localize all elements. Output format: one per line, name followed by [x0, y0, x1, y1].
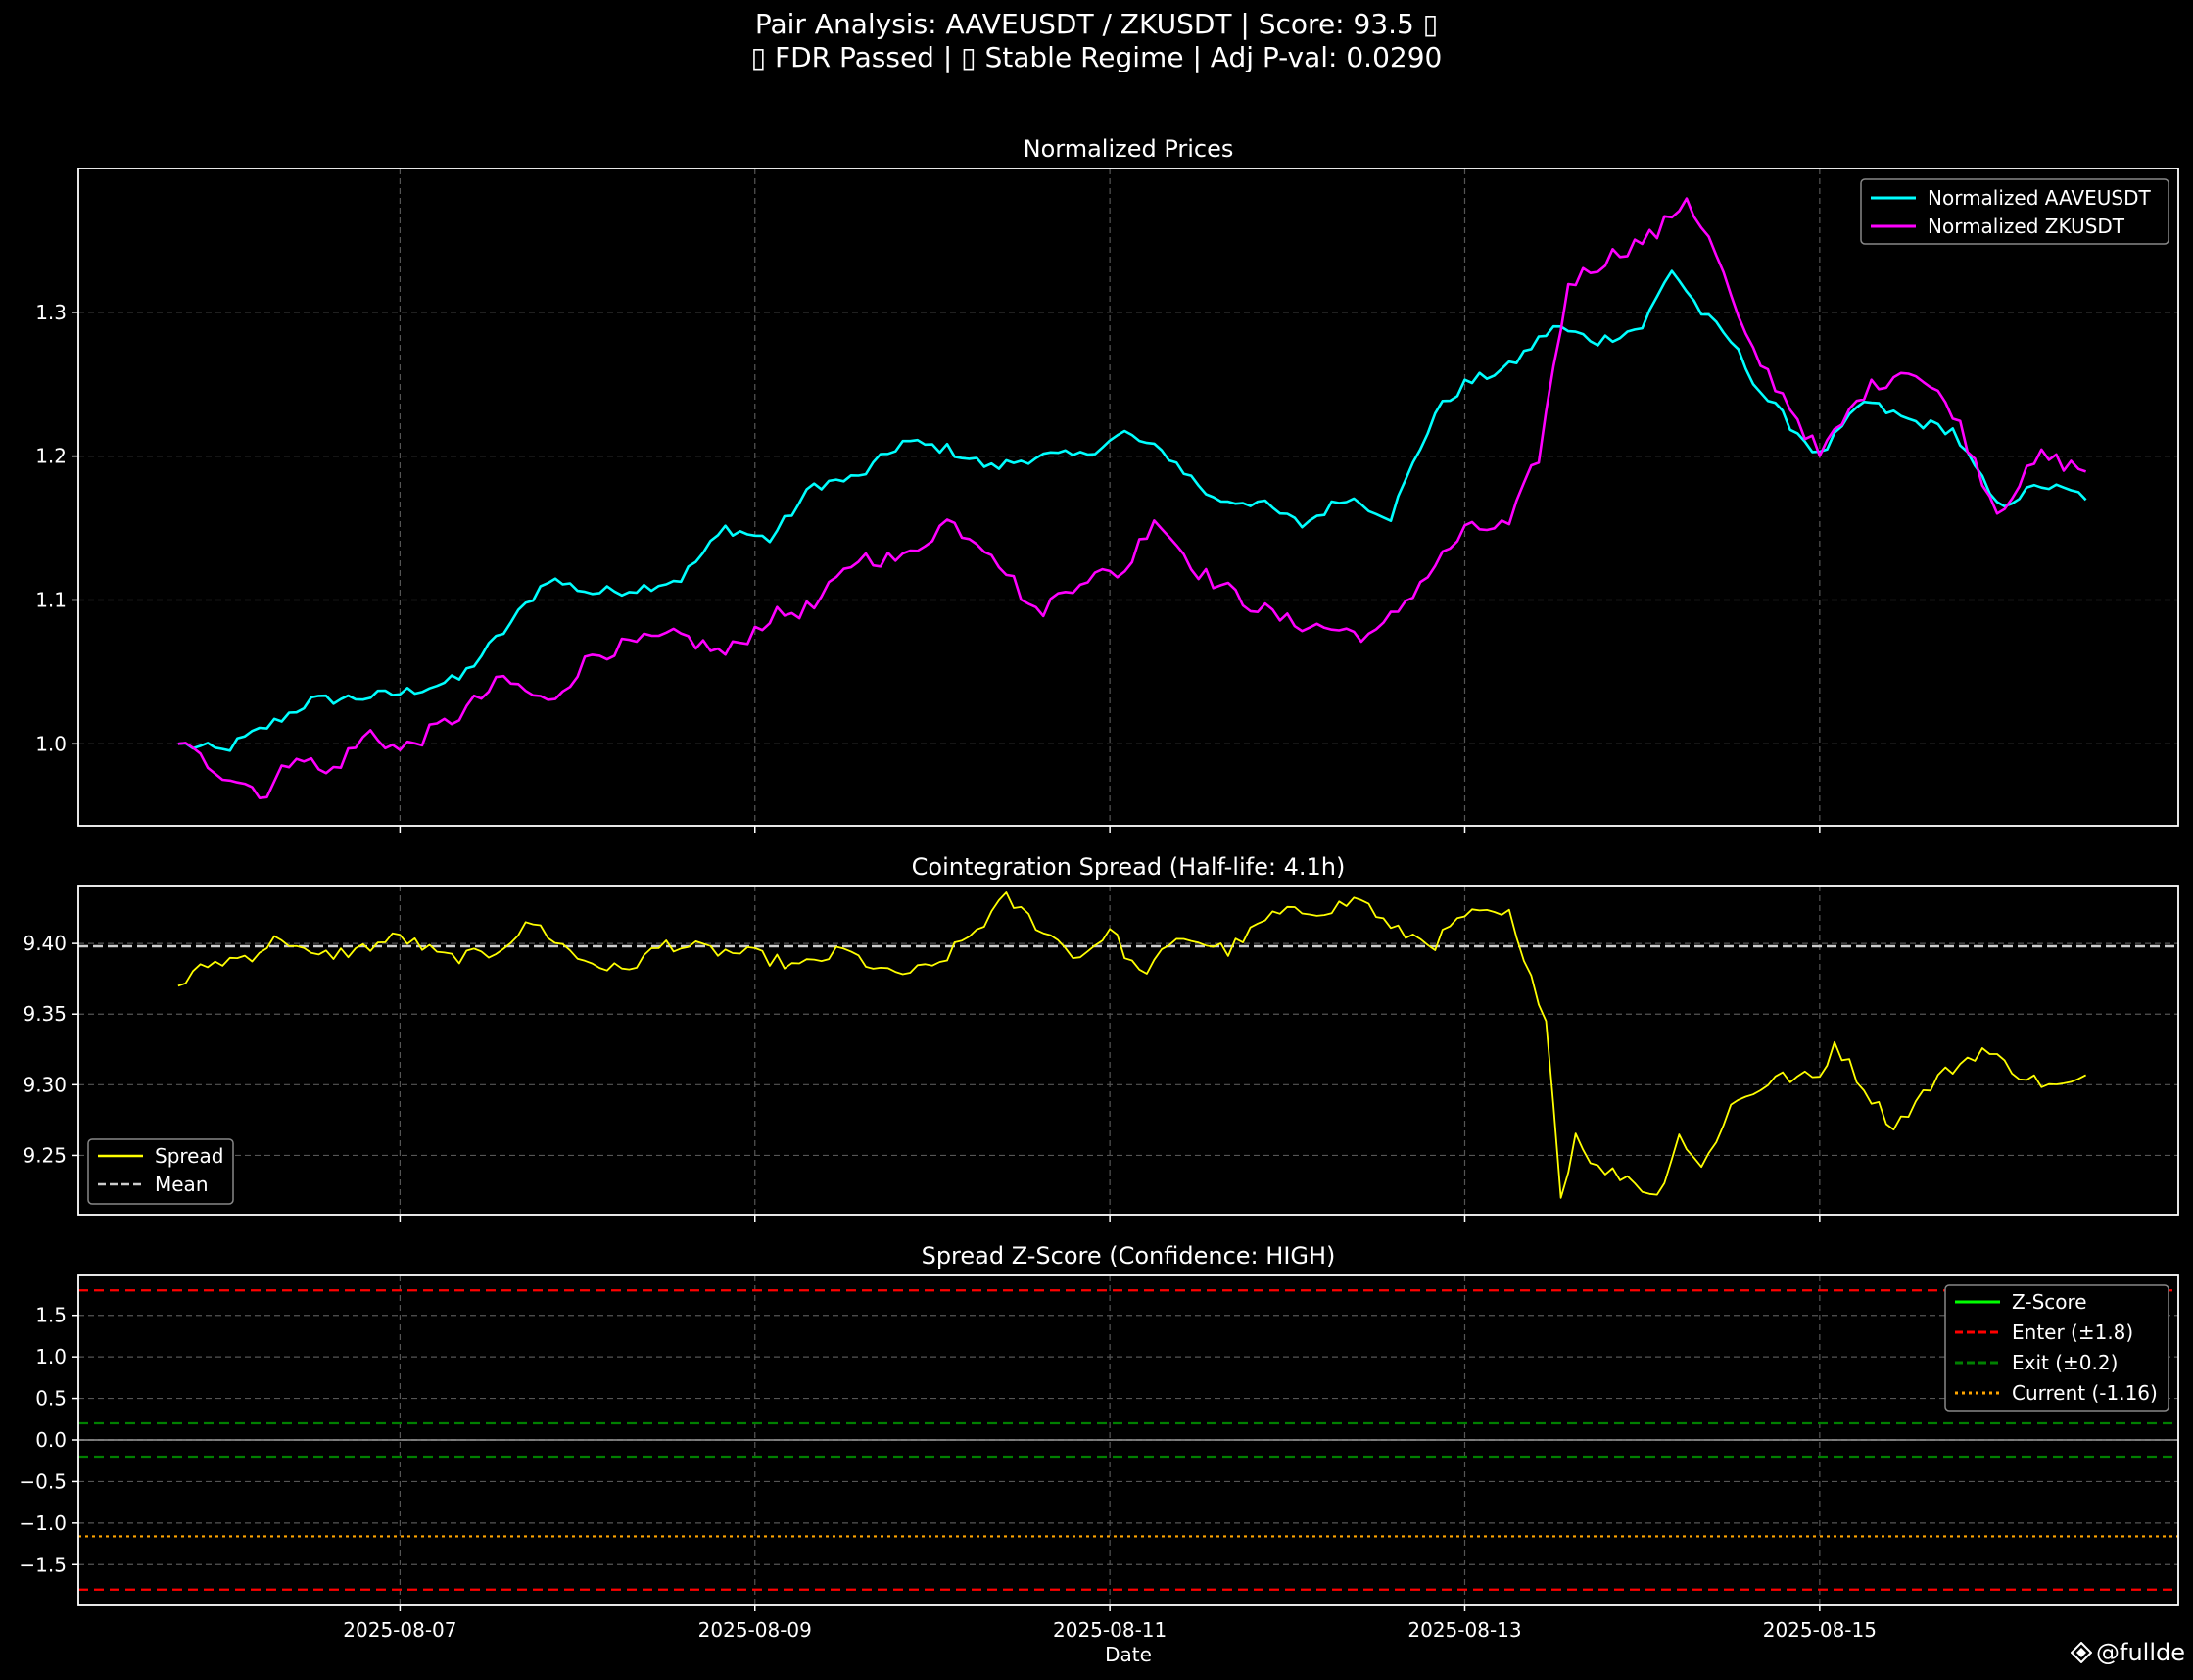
y-tick-label: 9.30: [23, 1073, 67, 1096]
axes-frame: [77, 1274, 2179, 1606]
legend-label: Normalized ZKUSDT: [1928, 215, 2125, 238]
x-tick-label: 2025-08-13: [1407, 1618, 1521, 1642]
panel-title: Normalized Prices: [1024, 135, 1234, 163]
legend-label: Exit (±0.2): [2012, 1351, 2118, 1374]
y-tick-label: 1.3: [35, 301, 67, 324]
legend-label: Current (-1.16): [2012, 1381, 2158, 1405]
figure-title-line-2: ▯ FDR Passed | ▯ Stable Regime | Adj P-v…: [750, 41, 1443, 73]
legend-box: [1860, 178, 2169, 245]
y-tick-label: 0.5: [35, 1387, 67, 1411]
x-tick-label: 2025-08-11: [1053, 1618, 1167, 1642]
x-tick-label: 2025-08-15: [1763, 1618, 1877, 1642]
y-tick-label: 0.0: [35, 1428, 67, 1452]
legend: Spread Mean: [87, 1138, 234, 1205]
panel-2: Cointegration Spread (Half-life: 4.1h) 9.…: [23, 853, 2179, 1222]
panel-3: Spread Z-Score (Confidence: HIGH) −1.5 −1.…: [19, 1242, 2179, 1666]
legend-box: [1944, 1284, 2169, 1412]
panel-1: Normalized Prices 1.0 1.1 1.2 1.3 Normalized …: [35, 135, 2179, 833]
y-tick-label: 1.1: [35, 588, 67, 611]
series-line-zkusdt: [177, 197, 2087, 799]
figure-title-line-1: Pair Analysis: AAVEUSDT / ZKUSDT | Score…: [754, 8, 1439, 40]
y-tick-label: 1.0: [35, 1345, 67, 1368]
spread-line: [177, 891, 2087, 1199]
diamond-logo-icon: [2071, 1642, 2092, 1663]
y-tick-label: 9.25: [23, 1143, 67, 1167]
series-line-aaveusdt: [177, 269, 2087, 752]
y-tick-label: 1.0: [35, 732, 67, 755]
legend-label: Enter (±1.8): [2012, 1320, 2133, 1344]
legend-label: Spread: [155, 1144, 223, 1168]
panel-title: Cointegration Spread (Half-life: 4.1h): [912, 853, 1346, 881]
legend-label: Z-Score: [2012, 1290, 2087, 1314]
y-tick-label: 9.40: [23, 932, 67, 955]
watermark-text: @fullde: [2096, 1639, 2185, 1666]
panel-title: Spread Z-Score (Confidence: HIGH): [922, 1242, 1336, 1270]
y-tick-label: 1.2: [35, 445, 67, 468]
axes-frame: [77, 885, 2179, 1216]
legend: Z-Score Enter (±1.8) Exit (±0.2) Current (-…: [1944, 1284, 2169, 1412]
x-tick-label: 2025-08-07: [343, 1618, 456, 1642]
y-tick-label: −1.5: [19, 1553, 67, 1576]
watermark: @fullde: [2071, 1639, 2185, 1666]
legend: Normalized AAVEUSDT Normalized ZKUSDT: [1860, 178, 2169, 245]
y-tick-label: 9.35: [23, 1002, 67, 1026]
legend-label: Normalized AAVEUSDT: [1928, 186, 2151, 210]
y-tick-label: 1.5: [35, 1304, 67, 1327]
y-tick-label: −1.0: [19, 1512, 67, 1535]
x-tick-label: 2025-08-09: [698, 1618, 812, 1642]
legend-label: Mean: [155, 1173, 209, 1196]
axes-frame: [77, 168, 2179, 827]
x-axis-label: Date: [1105, 1643, 1152, 1666]
y-tick-label: −0.5: [19, 1469, 67, 1493]
